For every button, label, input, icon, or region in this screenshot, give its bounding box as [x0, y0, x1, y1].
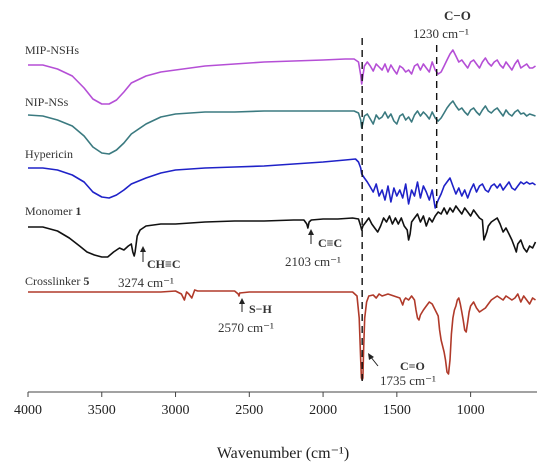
annotation-c-o-wavenumber: 1735 cm⁻¹	[380, 373, 436, 388]
arrow-sh-head	[239, 298, 245, 304]
x-tick-label: 1000	[457, 403, 485, 418]
arrow-cc-head	[308, 229, 314, 235]
series-label-monomer: Monomer 1	[25, 204, 81, 218]
annotation-sh-wavenumber: 2570 cm⁻¹	[218, 320, 274, 335]
x-tick-label: 3000	[162, 403, 190, 418]
x-tick-label: 2500	[235, 403, 263, 418]
x-tick-label: 4000	[14, 403, 42, 418]
series-line-monomer-1	[28, 205, 537, 258]
annotation-co-bond: C−O	[444, 8, 471, 23]
annotation-co-wavenumber: 1230 cm⁻¹	[413, 26, 469, 41]
arrow-c-o-head	[368, 353, 374, 360]
annotation-cc-wavenumber: 2103 cm⁻¹	[285, 254, 341, 269]
series-line-crosslinker-5	[28, 289, 536, 381]
arrow-ch-head	[140, 246, 146, 252]
x-axis-label: Wavenumber (cm⁻¹)	[217, 445, 349, 462]
annotation-ch-wavenumber: 3274 cm⁻¹	[118, 275, 174, 290]
x-tick-label: 3500	[88, 403, 116, 418]
series-label-nip-nss: NIP-NSs	[25, 95, 69, 109]
annotation-ch-bond: CH≡C	[147, 257, 181, 271]
series-layer	[27, 49, 537, 381]
annotation-sh-bond: S−H	[249, 302, 273, 316]
x-tick-label: 2000	[309, 403, 337, 418]
series-label-crosslinker: Crosslinker 5	[25, 274, 89, 288]
series-label-text: Crosslinker	[25, 274, 83, 288]
annotation-c-o-bond: C=O	[400, 359, 425, 373]
series-label-text: Monomer	[25, 204, 75, 218]
series-label-mip-nshs: MIP-NSHs	[25, 43, 79, 57]
annotation-cc-bond: C≡C	[318, 236, 342, 250]
series-line-mip-nshs	[28, 49, 536, 105]
series-label-number: 1	[75, 204, 81, 218]
series-line-hypericin	[28, 158, 536, 209]
series-line-nip-nss	[27, 100, 536, 155]
x-tick-label: 1500	[383, 403, 411, 418]
series-label-number: 5	[83, 274, 89, 288]
reference-lines	[361, 38, 438, 385]
x-ticks: 4000 3500 3000 2500 2000 1500 1000	[14, 392, 485, 418]
series-label-hypericin: Hypericin	[25, 147, 73, 161]
